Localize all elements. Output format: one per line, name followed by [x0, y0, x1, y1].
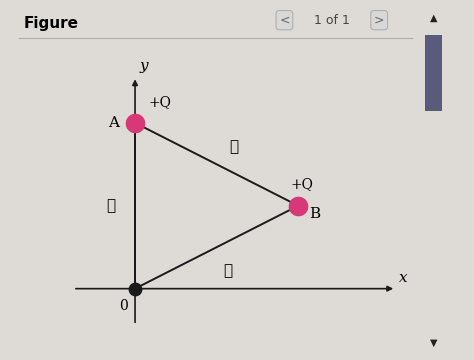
Point — [131, 120, 139, 126]
Text: x: x — [399, 271, 408, 285]
Text: 1 of 1: 1 of 1 — [314, 14, 350, 27]
Text: ▼: ▼ — [430, 338, 438, 348]
Text: ℓ: ℓ — [223, 264, 232, 278]
Text: +Q: +Q — [148, 95, 171, 109]
Text: ℓ: ℓ — [106, 199, 116, 213]
Text: >: > — [374, 14, 384, 27]
Text: ℓ: ℓ — [230, 140, 239, 154]
Text: B: B — [310, 207, 321, 221]
Text: y: y — [140, 59, 148, 73]
Text: <: < — [279, 14, 290, 27]
Text: ▲: ▲ — [430, 12, 438, 22]
Text: +Q: +Q — [290, 177, 313, 191]
Text: Figure: Figure — [24, 16, 79, 31]
Point — [131, 286, 139, 292]
Bar — [425, 35, 442, 111]
Text: A: A — [108, 116, 118, 130]
Text: 0: 0 — [119, 298, 128, 312]
Point — [294, 203, 302, 209]
